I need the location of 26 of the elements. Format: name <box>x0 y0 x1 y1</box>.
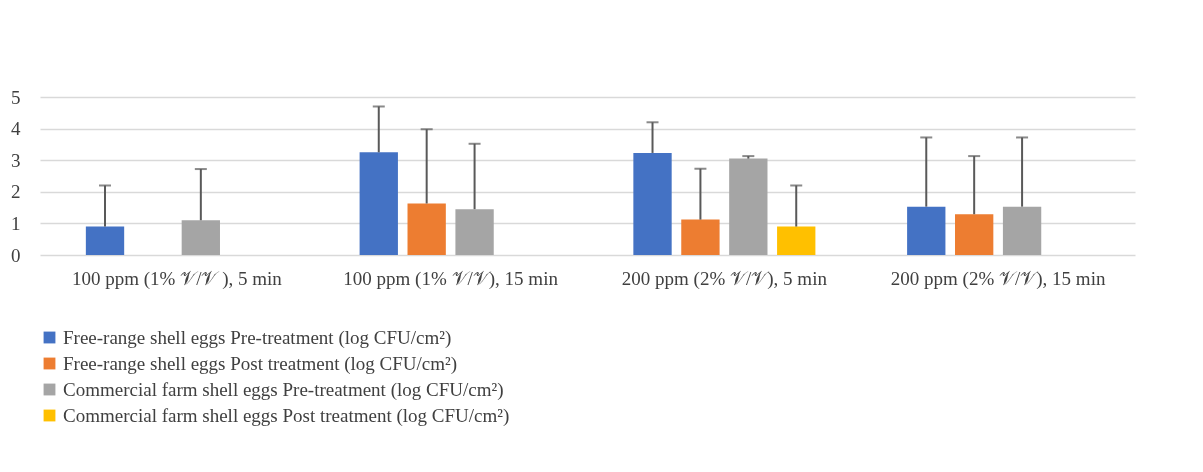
bar <box>359 152 398 255</box>
y-tick-label: 3 <box>11 149 21 171</box>
legend-label: Free-range shell eggs Post treatment (log CFU/cm²) <box>63 352 458 375</box>
bar <box>681 219 720 255</box>
y-tick-label: 0 <box>11 244 21 266</box>
legend-label: Commercial farm shell eggs Post treatment (log CFU/cm²) <box>63 404 510 427</box>
legend-label: Commercial farm shell eggs Pre-treatment (log CFU/cm²) <box>63 378 504 401</box>
bar <box>907 206 946 255</box>
bar <box>85 226 125 255</box>
bar <box>455 209 494 255</box>
x-tick-label: 200 ppm (2% 𝒱/𝒱), 5 min <box>621 267 828 290</box>
y-tick-label: 5 <box>11 86 21 108</box>
x-tick-label: 200 ppm (2% 𝒱/𝒱), 15 min <box>890 267 1106 290</box>
y-tick-label: 4 <box>11 118 21 140</box>
bar <box>777 226 816 255</box>
x-tick-label: 100 ppm (1% 𝒱/𝒱), 15 min <box>343 267 559 290</box>
bar <box>1002 206 1042 255</box>
bar <box>181 220 220 255</box>
bar <box>407 203 446 255</box>
bar <box>729 158 768 255</box>
bar <box>955 214 994 255</box>
y-tick-label: 1 <box>11 212 21 234</box>
legend-label: Free-range shell eggs Pre-treatment (log CFU/cm²) <box>63 326 452 349</box>
bar <box>633 152 672 255</box>
x-tick-label: 100 ppm (1% 𝒱/𝒱 ), 5 min <box>71 267 283 290</box>
y-tick-label: 2 <box>11 181 21 203</box>
